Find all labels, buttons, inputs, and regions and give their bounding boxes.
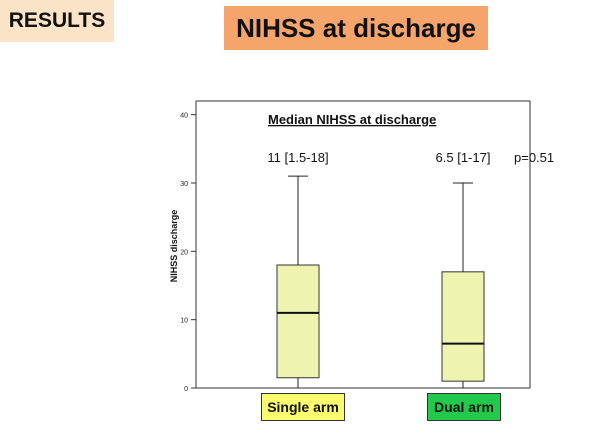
plot-frame: [195, 100, 531, 389]
y-tick-label: 40: [180, 113, 188, 120]
y-tick-label: 10: [180, 318, 188, 325]
box-group: 11 [1.5-18] 6.5 [1-17]: [267, 150, 490, 388]
median-summary-label: 6.5 [1-17]: [436, 150, 491, 165]
p-value: p=0.51: [514, 150, 554, 165]
y-tick-label: 20: [180, 249, 188, 256]
single-arm-label: Single arm: [261, 393, 345, 421]
y-tick-label: 30: [180, 181, 188, 188]
box-iqr: [441, 271, 485, 382]
results-tag: RESULTS: [0, 0, 114, 42]
y-tick-label: 0: [184, 386, 188, 393]
y-axis: 0 10 20 30 40: [180, 113, 196, 393]
box-iqr: [276, 264, 320, 379]
slide-title: NIHSS at discharge: [224, 6, 488, 50]
chart-title: Median NIHSS at discharge: [268, 112, 436, 127]
y-axis-label: NIHSS discharge: [169, 210, 179, 283]
dual-arm-label: Dual arm: [427, 393, 501, 421]
median-summary-label: 11 [1.5-18]: [267, 150, 328, 165]
